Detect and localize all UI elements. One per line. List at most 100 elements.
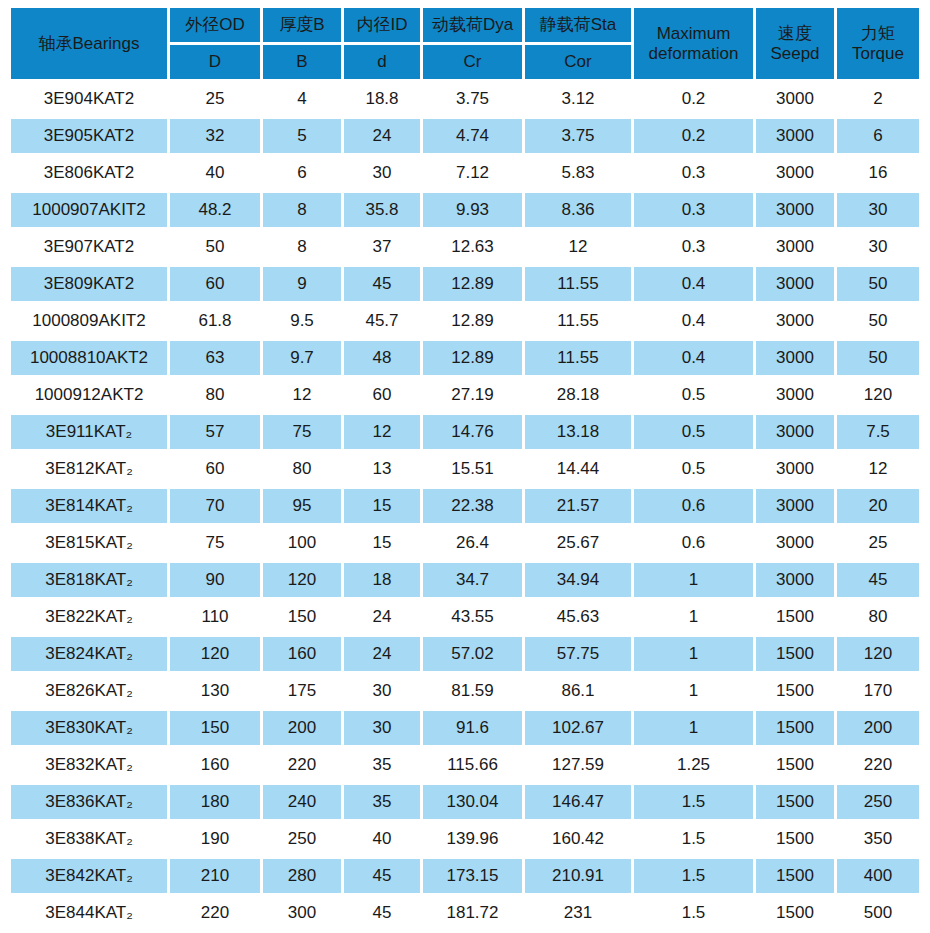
cell-value: 43.55	[423, 600, 522, 634]
cell-value: 5.83	[525, 156, 631, 190]
table-header: 轴承Bearings 外径OD 厚度B 内径ID 动载荷Dya 静载荷Sta M…	[11, 8, 919, 79]
table-row: 1000809AKIT261.89.545.712.8911.550.43000…	[11, 304, 919, 338]
cell-value: 34.7	[423, 563, 522, 597]
cell-value: 1500	[756, 822, 834, 856]
cell-value: 12.89	[423, 304, 522, 338]
cell-value: 8.36	[525, 193, 631, 227]
cell-value: 1500	[756, 896, 834, 930]
cell-value: 26.4	[423, 526, 522, 560]
cell-value: 0.4	[634, 267, 753, 301]
cell-value: 8	[263, 193, 341, 227]
cell-bearing-model: 3E904KAT2	[11, 82, 167, 116]
cell-value: 160	[170, 748, 260, 782]
header-static-load: 静载荷Sta	[525, 8, 631, 42]
cell-value: 80	[837, 600, 919, 634]
cell-value: 120	[170, 637, 260, 671]
header-inner-diameter: 内径ID	[344, 8, 420, 42]
cell-value: 35	[344, 748, 420, 782]
cell-value: 3000	[756, 304, 834, 338]
cell-value: 300	[263, 896, 341, 930]
cell-bearing-model: 3E830KAT₂	[11, 711, 167, 745]
cell-value: 120	[837, 378, 919, 412]
cell-value: 146.47	[525, 785, 631, 819]
cell-value: 210	[170, 859, 260, 893]
cell-value: 7.5	[837, 415, 919, 449]
cell-value: 75	[263, 415, 341, 449]
cell-bearing-model: 3E824KAT₂	[11, 637, 167, 671]
cell-value: 3000	[756, 267, 834, 301]
header-max-deformation: Maximum deformation	[634, 8, 753, 79]
cell-value: 15	[344, 526, 420, 560]
cell-value: 9.93	[423, 193, 522, 227]
cell-bearing-model: 3E806KAT2	[11, 156, 167, 190]
cell-value: 12	[263, 378, 341, 412]
cell-value: 1.5	[634, 896, 753, 930]
cell-value: 12	[525, 230, 631, 264]
cell-bearing-model: 3E812KAT₂	[11, 452, 167, 486]
cell-bearing-model: 3E826KAT₂	[11, 674, 167, 708]
cell-value: 4.74	[423, 119, 522, 153]
table-row: 3E812KAT₂60801315.5114.440.5300012	[11, 452, 919, 486]
cell-value: 3.12	[525, 82, 631, 116]
cell-value: 500	[837, 896, 919, 930]
cell-value: 1500	[756, 637, 834, 671]
cell-value: 60	[170, 452, 260, 486]
cell-value: 50	[170, 230, 260, 264]
cell-value: 91.6	[423, 711, 522, 745]
cell-value: 250	[263, 822, 341, 856]
cell-value: 14.76	[423, 415, 522, 449]
cell-value: 24	[344, 600, 420, 634]
cell-value: 110	[170, 600, 260, 634]
table-row: 3E905KAT2325244.743.750.230006	[11, 119, 919, 153]
cell-value: 210.91	[525, 859, 631, 893]
header-outer-diameter: 外径OD	[170, 8, 260, 42]
cell-value: 57.02	[423, 637, 522, 671]
cell-value: 13	[344, 452, 420, 486]
cell-value: 27.19	[423, 378, 522, 412]
cell-bearing-model: 3E838KAT₂	[11, 822, 167, 856]
cell-value: 50	[837, 341, 919, 375]
cell-value: 30	[344, 711, 420, 745]
cell-value: 0.6	[634, 489, 753, 523]
cell-value: 280	[263, 859, 341, 893]
cell-value: 0.3	[634, 193, 753, 227]
cell-value: 190	[170, 822, 260, 856]
cell-value: 25.67	[525, 526, 631, 560]
cell-value: 15	[344, 489, 420, 523]
cell-value: 40	[344, 822, 420, 856]
cell-value: 95	[263, 489, 341, 523]
header-torque: 力矩Torque	[837, 8, 919, 79]
cell-value: 90	[170, 563, 260, 597]
header-static-load-symbol: Cor	[525, 45, 631, 79]
cell-value: 20	[837, 489, 919, 523]
cell-value: 1.25	[634, 748, 753, 782]
cell-value: 3000	[756, 452, 834, 486]
table-row: 3E842KAT₂21028045173.15210.911.51500400	[11, 859, 919, 893]
cell-value: 11.55	[525, 304, 631, 338]
cell-value: 0.5	[634, 415, 753, 449]
cell-value: 11.55	[525, 341, 631, 375]
cell-value: 2	[837, 82, 919, 116]
cell-value: 1500	[756, 674, 834, 708]
table-row: 3E818KAT₂901201834.734.941300045	[11, 563, 919, 597]
cell-value: 170	[837, 674, 919, 708]
cell-bearing-model: 3E905KAT2	[11, 119, 167, 153]
cell-value: 115.66	[423, 748, 522, 782]
cell-value: 1.5	[634, 822, 753, 856]
cell-bearing-model: 3E842KAT₂	[11, 859, 167, 893]
table-row: 1000912AKT280126027.1928.180.53000120	[11, 378, 919, 412]
cell-value: 1	[634, 600, 753, 634]
cell-value: 12.63	[423, 230, 522, 264]
cell-value: 21.57	[525, 489, 631, 523]
cell-value: 250	[837, 785, 919, 819]
cell-value: 130	[170, 674, 260, 708]
cell-value: 9	[263, 267, 341, 301]
cell-value: 220	[170, 896, 260, 930]
cell-value: 15.51	[423, 452, 522, 486]
cell-value: 30	[837, 193, 919, 227]
cell-value: 45	[344, 896, 420, 930]
cell-bearing-model: 3E907KAT2	[11, 230, 167, 264]
cell-value: 0.2	[634, 82, 753, 116]
header-speed: 速度Seepd	[756, 8, 834, 79]
cell-value: 350	[837, 822, 919, 856]
